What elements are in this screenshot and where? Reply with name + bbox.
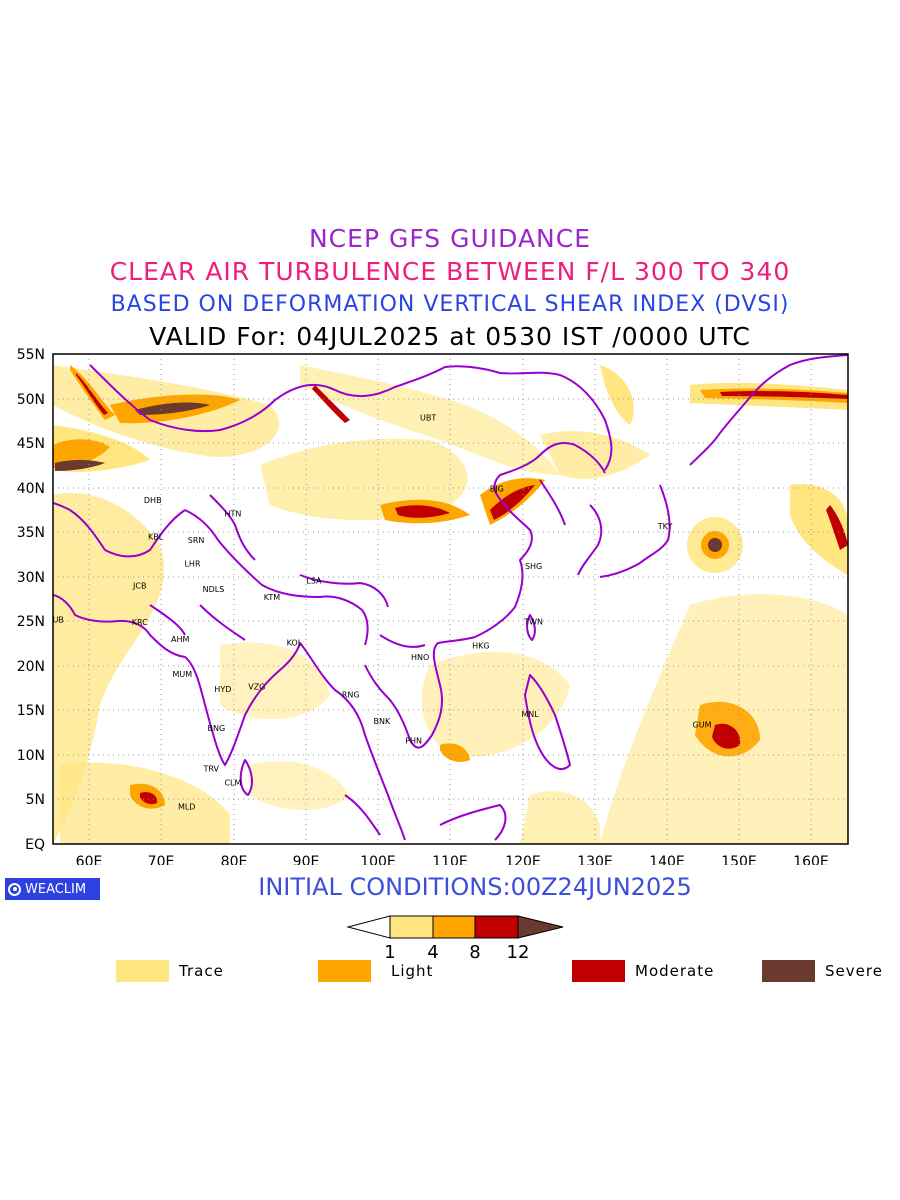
city-label: KRC	[132, 618, 148, 627]
city-label: BJG	[490, 485, 504, 494]
initial-conditions: INITIAL CONDITIONS:00Z24JUN2025	[258, 873, 692, 901]
city-label: CLM	[224, 779, 241, 788]
city-label: JCB	[132, 582, 146, 591]
lat-label: 20N	[17, 659, 45, 675]
legend-light: Light	[318, 960, 433, 982]
lon-label: 110E	[432, 854, 468, 865]
city-label: DUB	[46, 615, 64, 624]
city-label: MLD	[178, 803, 196, 812]
lat-label: 15N	[17, 703, 45, 719]
city-label: DHB	[144, 496, 162, 505]
lon-label: 130E	[577, 854, 613, 865]
city-markers: UBT DHB HTN BJG KBL SRN LHR TKY SHG LSA JCB NDLS KTM…	[46, 413, 712, 812]
city-label: SHG	[525, 562, 542, 571]
lon-label: 160E	[793, 854, 829, 865]
city-label: TKY	[657, 522, 673, 531]
city-label: HYD	[214, 685, 231, 694]
lat-label: 5N	[26, 792, 45, 808]
lat-label: 40N	[17, 481, 45, 497]
lat-label: 35N	[17, 525, 45, 541]
city-label: KTM	[264, 593, 281, 602]
colorbar: 1 4 8 12	[346, 915, 564, 963]
colorbar-tick: 4	[427, 942, 438, 963]
city-label: LSA	[306, 576, 322, 585]
legend-moderate: Moderate	[572, 960, 714, 982]
title-valid-time: VALID For: 04JUL2025 at 0530 IST /0000 U…	[149, 322, 751, 351]
longitude-labels: 60E 70E 80E 90E 100E 110E 120E 130E 140E…	[76, 854, 829, 865]
city-label: UBT	[420, 413, 436, 422]
legend-severe: Severe	[762, 960, 883, 982]
legend-label: Light	[391, 962, 434, 980]
plot-frame	[52, 353, 849, 845]
city-label: BNK	[373, 717, 390, 726]
colorbar-light	[432, 915, 476, 939]
legend-label: Moderate	[635, 962, 715, 980]
city-label: VZG	[248, 682, 265, 691]
title-guidance: NCEP GFS GUIDANCE	[308, 224, 591, 253]
coastlines-and-borders	[53, 354, 848, 841]
city-label: MUM	[173, 670, 193, 679]
lat-label: 55N	[17, 347, 45, 363]
legend-label: Severe	[825, 962, 883, 980]
legend-swatch	[572, 960, 625, 982]
grid-lines	[53, 354, 848, 844]
city-label: GUM	[693, 721, 712, 730]
lon-label: 120E	[505, 854, 541, 865]
colorbar-trace	[389, 915, 434, 939]
city-label: NDLS	[203, 585, 225, 594]
city-label: KOL	[287, 639, 303, 648]
lon-label: 150E	[721, 854, 757, 865]
lat-label: 10N	[17, 748, 45, 764]
logo-text: WEACLIM	[25, 881, 87, 897]
lat-label: 45N	[17, 436, 45, 452]
city-label: PHN	[405, 737, 422, 746]
colorbar-moderate	[474, 915, 519, 939]
legend-trace: Trace	[116, 960, 224, 982]
lon-label: 140E	[649, 854, 685, 865]
turbulence-shading	[53, 365, 848, 844]
title-turbulence: CLEAR AIR TURBULENCE BETWEEN F/L 300 TO …	[109, 257, 791, 286]
colorbar-tick: 1	[384, 942, 395, 963]
lon-label: 90E	[293, 854, 320, 865]
city-label: HKG	[472, 641, 489, 650]
city-label: MNL	[521, 710, 539, 719]
lon-label: 70E	[148, 854, 175, 865]
lat-label: 30N	[17, 570, 45, 586]
weaclim-logo: WEACLIM	[5, 878, 100, 900]
latitude-labels: 55N 50N 45N 40N 35N 30N 25N 20N 15N 10N …	[17, 347, 45, 853]
city-label: TRV	[203, 764, 220, 773]
logo-ring-icon	[8, 882, 21, 896]
colorbar-under-triangle	[346, 915, 391, 939]
colorbar-tick: 8	[469, 942, 480, 963]
lat-label: EQ	[25, 837, 45, 853]
city-label: RNG	[342, 690, 360, 699]
plot-area: UBT DHB HTN BJG KBL SRN LHR TKY SHG LSA JCB NDLS KTM…	[46, 354, 848, 844]
legend-swatch	[762, 960, 815, 982]
lat-label: 25N	[17, 614, 45, 630]
city-label: HNO	[411, 653, 429, 662]
city-label: SRN	[188, 536, 205, 545]
lat-label: 50N	[17, 392, 45, 408]
city-label: LHR	[184, 559, 200, 568]
lon-label: 80E	[221, 854, 248, 865]
colorbar-tick: 12	[507, 942, 530, 963]
legend-swatch	[116, 960, 169, 982]
city-label: BNG	[208, 724, 226, 733]
lon-label: 60E	[76, 854, 103, 865]
city-label: TWN	[523, 617, 543, 626]
colorbar-over-triangle	[517, 915, 564, 939]
city-label: AHM	[171, 635, 189, 644]
lon-label: 100E	[360, 854, 396, 865]
legend-swatch	[318, 960, 371, 982]
title-index: BASED ON DEFORMATION VERTICAL SHEAR INDE…	[110, 292, 790, 317]
city-label: HTN	[225, 509, 242, 518]
city-label: KBL	[148, 533, 164, 542]
legend-label: Trace	[179, 962, 224, 980]
turbulence-map: UBT DHB HTN BJG KBL SRN LHR TKY SHG LSA JCB NDLS KTM…	[17, 347, 849, 865]
